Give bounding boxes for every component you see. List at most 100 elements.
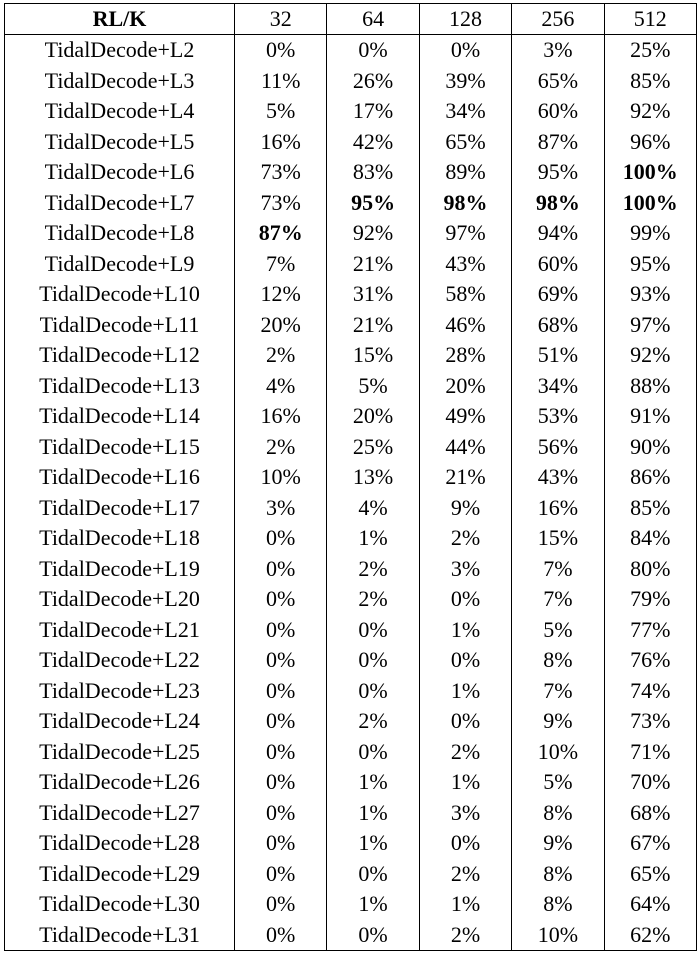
table-cell: 11% (233, 65, 328, 96)
row-label: TidalDecode+L27 (4, 797, 235, 828)
table-cell: 20% (233, 309, 328, 340)
table-row: TidalDecode+L12 2% 15% 28% 51% 92% (4, 340, 697, 371)
table-row: TidalDecode+L18 0% 1% 2% 15% 84% (4, 523, 697, 554)
table-cell: 62% (603, 919, 697, 951)
header-k-128: 128 (418, 3, 513, 35)
row-label: TidalDecode+L14 (4, 401, 235, 432)
table-cell: 96% (603, 126, 697, 157)
table-cell: 21% (326, 309, 420, 340)
table-cell: 7% (233, 248, 328, 279)
table-cell: 1% (418, 767, 513, 798)
table-cell: 21% (418, 462, 513, 493)
table-cell: 0% (233, 614, 328, 645)
table-cell: 1% (418, 614, 513, 645)
table-row: TidalDecode+L21 0% 0% 1% 5% 77% (4, 614, 697, 645)
table-cell: 86% (603, 462, 697, 493)
table-cell: 0% (326, 614, 420, 645)
row-label: TidalDecode+L15 (4, 431, 235, 462)
table-cell: 85% (603, 492, 697, 523)
table-cell: 65% (511, 65, 605, 96)
row-label: TidalDecode+L17 (4, 492, 235, 523)
table-cell: 93% (603, 279, 697, 310)
table-cell: 0% (233, 736, 328, 767)
table-cell: 0% (418, 34, 513, 66)
header-rl-k: RL/K (4, 3, 235, 35)
table-cell: 0% (326, 736, 420, 767)
table-cell: 0% (418, 645, 513, 676)
table-row: TidalDecode+L19 0% 2% 3% 7% 80% (4, 553, 697, 584)
row-label: TidalDecode+L3 (4, 65, 235, 96)
table-cell: 4% (233, 370, 328, 401)
table-cell: 60% (511, 248, 605, 279)
table-row: TidalDecode+L3 11% 26% 39% 65% 85% (4, 65, 697, 96)
table-cell: 97% (418, 218, 513, 249)
table-cell: 0% (233, 797, 328, 828)
table-cell: 8% (511, 797, 605, 828)
header-k-32: 32 (233, 3, 328, 35)
table-cell: 90% (603, 431, 697, 462)
table-cell: 84% (603, 523, 697, 554)
table-cell: 10% (233, 462, 328, 493)
table-cell: 31% (326, 279, 420, 310)
table-cell: 28% (418, 340, 513, 371)
results-table-container: RL/K 32 64 128 256 512 TidalDecode+L2 0% 0… (4, 3, 697, 951)
table-cell: 64% (603, 889, 697, 920)
table-cell: 25% (326, 431, 420, 462)
table-cell: 5% (511, 614, 605, 645)
table-cell: 69% (511, 279, 605, 310)
row-label: TidalDecode+L21 (4, 614, 235, 645)
table-cell: 25% (603, 34, 697, 66)
table-cell: 0% (233, 767, 328, 798)
table-cell: 1% (326, 889, 420, 920)
table-cell: 76% (603, 645, 697, 676)
table-row: TidalDecode+L6 73% 83% 89% 95% 100% (4, 157, 697, 188)
table-cell: 65% (603, 858, 697, 889)
table-cell: 2% (326, 706, 420, 737)
row-label: TidalDecode+L13 (4, 370, 235, 401)
table-row: TidalDecode+L7 73% 95% 98% 98% 100% (4, 187, 697, 218)
table-cell: 46% (418, 309, 513, 340)
table-cell: 1% (326, 797, 420, 828)
table-cell: 100% (603, 157, 697, 188)
table-row: TidalDecode+L23 0% 0% 1% 7% 74% (4, 675, 697, 706)
table-cell: 9% (511, 828, 605, 859)
table-cell: 12% (233, 279, 328, 310)
table-cell: 92% (326, 218, 420, 249)
table-cell: 95% (511, 157, 605, 188)
table-cell: 39% (418, 65, 513, 96)
row-label: TidalDecode+L30 (4, 889, 235, 920)
table-row: TidalDecode+L13 4% 5% 20% 34% 88% (4, 370, 697, 401)
table-cell: 67% (603, 828, 697, 859)
table-cell: 13% (326, 462, 420, 493)
table-cell: 2% (418, 523, 513, 554)
table-cell: 2% (418, 736, 513, 767)
table-cell: 95% (326, 187, 420, 218)
table-cell: 0% (326, 858, 420, 889)
table-cell: 34% (511, 370, 605, 401)
table-cell: 42% (326, 126, 420, 157)
results-table: RL/K 32 64 128 256 512 TidalDecode+L2 0% 0… (4, 3, 697, 951)
header-row: RL/K 32 64 128 256 512 (4, 3, 697, 35)
row-label: TidalDecode+L5 (4, 126, 235, 157)
table-row: TidalDecode+L14 16% 20% 49% 53% 91% (4, 401, 697, 432)
table-row: TidalDecode+L9 7% 21% 43% 60% 95% (4, 248, 697, 279)
table-cell: 16% (233, 126, 328, 157)
table-cell: 0% (326, 919, 420, 951)
row-label: TidalDecode+L11 (4, 309, 235, 340)
row-label: TidalDecode+L28 (4, 828, 235, 859)
row-label: TidalDecode+L26 (4, 767, 235, 798)
table-cell: 20% (326, 401, 420, 432)
table-cell: 0% (233, 675, 328, 706)
table-row: TidalDecode+L29 0% 0% 2% 8% 65% (4, 858, 697, 889)
table-cell: 0% (233, 584, 328, 615)
table-cell: 1% (326, 767, 420, 798)
table-row: TidalDecode+L16 10% 13% 21% 43% 86% (4, 462, 697, 493)
table-cell: 74% (603, 675, 697, 706)
row-label: TidalDecode+L9 (4, 248, 235, 279)
table-cell: 9% (418, 492, 513, 523)
table-cell: 15% (326, 340, 420, 371)
table-body: TidalDecode+L2 0% 0% 0% 3% 25% TidalDecode+L3 1… (4, 34, 697, 951)
table-cell: 0% (233, 858, 328, 889)
table-cell: 2% (233, 340, 328, 371)
table-cell: 83% (326, 157, 420, 188)
